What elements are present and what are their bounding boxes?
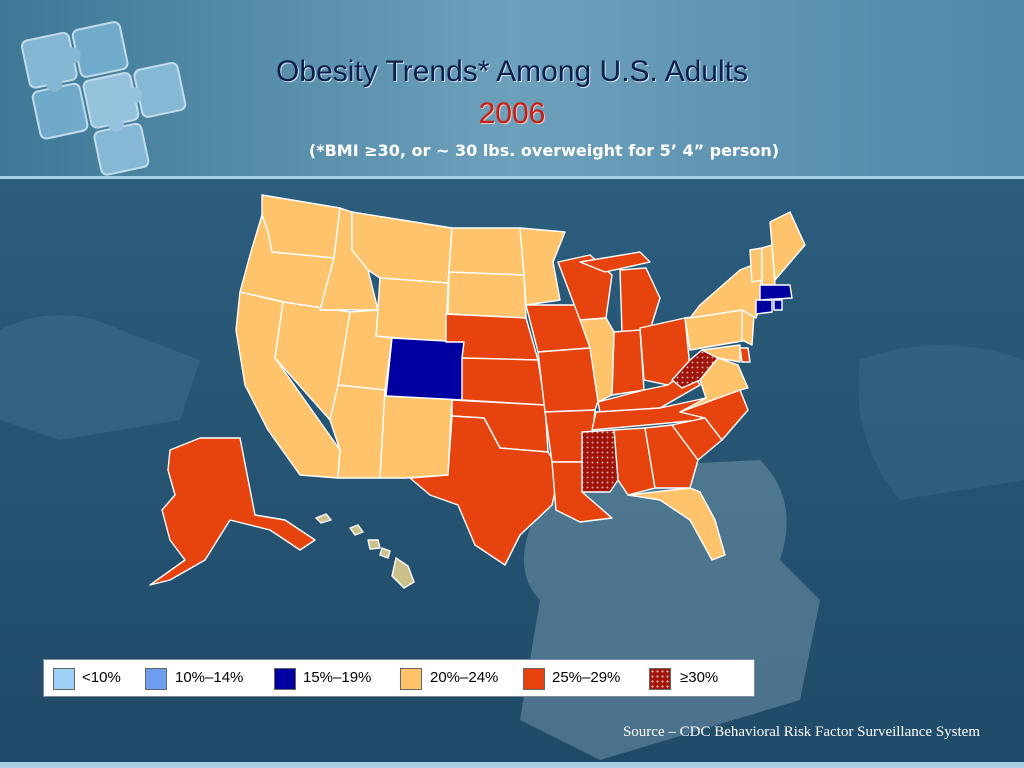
slide-title: Obesity Trends* Among U.S. Adults xyxy=(276,55,748,88)
state-MA xyxy=(759,284,793,301)
state-VT xyxy=(749,247,763,283)
legend-label-25-29: 25%–29% xyxy=(552,669,621,686)
legend-label-30plus: ≥30% xyxy=(680,669,719,686)
state-FL xyxy=(627,487,726,561)
legend-swatch-10-14 xyxy=(145,668,167,690)
state-SD xyxy=(447,271,527,319)
legend: <10% 10%–14% 15%–19% 20%–24% 25%–29% ≥30… xyxy=(43,659,755,697)
state-WA xyxy=(261,194,341,259)
state-MD xyxy=(701,344,741,363)
state-TX xyxy=(409,415,561,566)
legend-label-lt10: <10% xyxy=(82,669,121,686)
state-MS xyxy=(581,429,619,493)
state-DE xyxy=(739,347,751,363)
state-MO xyxy=(537,347,601,413)
legend-swatch-25-29 xyxy=(523,668,545,690)
legend-label-10-14: 10%–14% xyxy=(175,669,244,686)
state-ND xyxy=(448,227,525,276)
legend-swatch-15-19 xyxy=(274,668,296,690)
slide-year: 2006 xyxy=(478,97,546,130)
state-KS xyxy=(461,357,546,406)
state-WY xyxy=(375,277,449,343)
legend-swatch-20-24 xyxy=(400,668,422,690)
state-AK xyxy=(149,437,316,586)
legend-label-20-24: 20%–24% xyxy=(430,669,499,686)
state-RI xyxy=(773,299,783,311)
state-IN xyxy=(611,329,645,396)
legend-swatch-lt10 xyxy=(53,668,75,690)
state-IL xyxy=(579,317,615,403)
state-GA xyxy=(644,424,699,489)
state-ME xyxy=(769,211,806,281)
state-MI-upper xyxy=(579,251,651,273)
legend-swatch-30plus xyxy=(649,668,671,690)
state-MN xyxy=(519,227,566,306)
state-CT xyxy=(755,299,773,315)
state-CO xyxy=(385,337,465,401)
state-MI xyxy=(619,267,661,333)
state-WI xyxy=(557,254,613,321)
state-NM xyxy=(379,389,453,479)
legend-label-15-19: 15%–19% xyxy=(303,669,372,686)
slide-subtitle: (*BMI ≥30, or ~ 30 lbs. overweight for 5… xyxy=(308,141,780,160)
state-HI xyxy=(315,513,415,589)
source-note: Source – CDC Behavioral Risk Factor Surv… xyxy=(622,724,980,740)
puzzle-logo-icon xyxy=(20,21,187,176)
